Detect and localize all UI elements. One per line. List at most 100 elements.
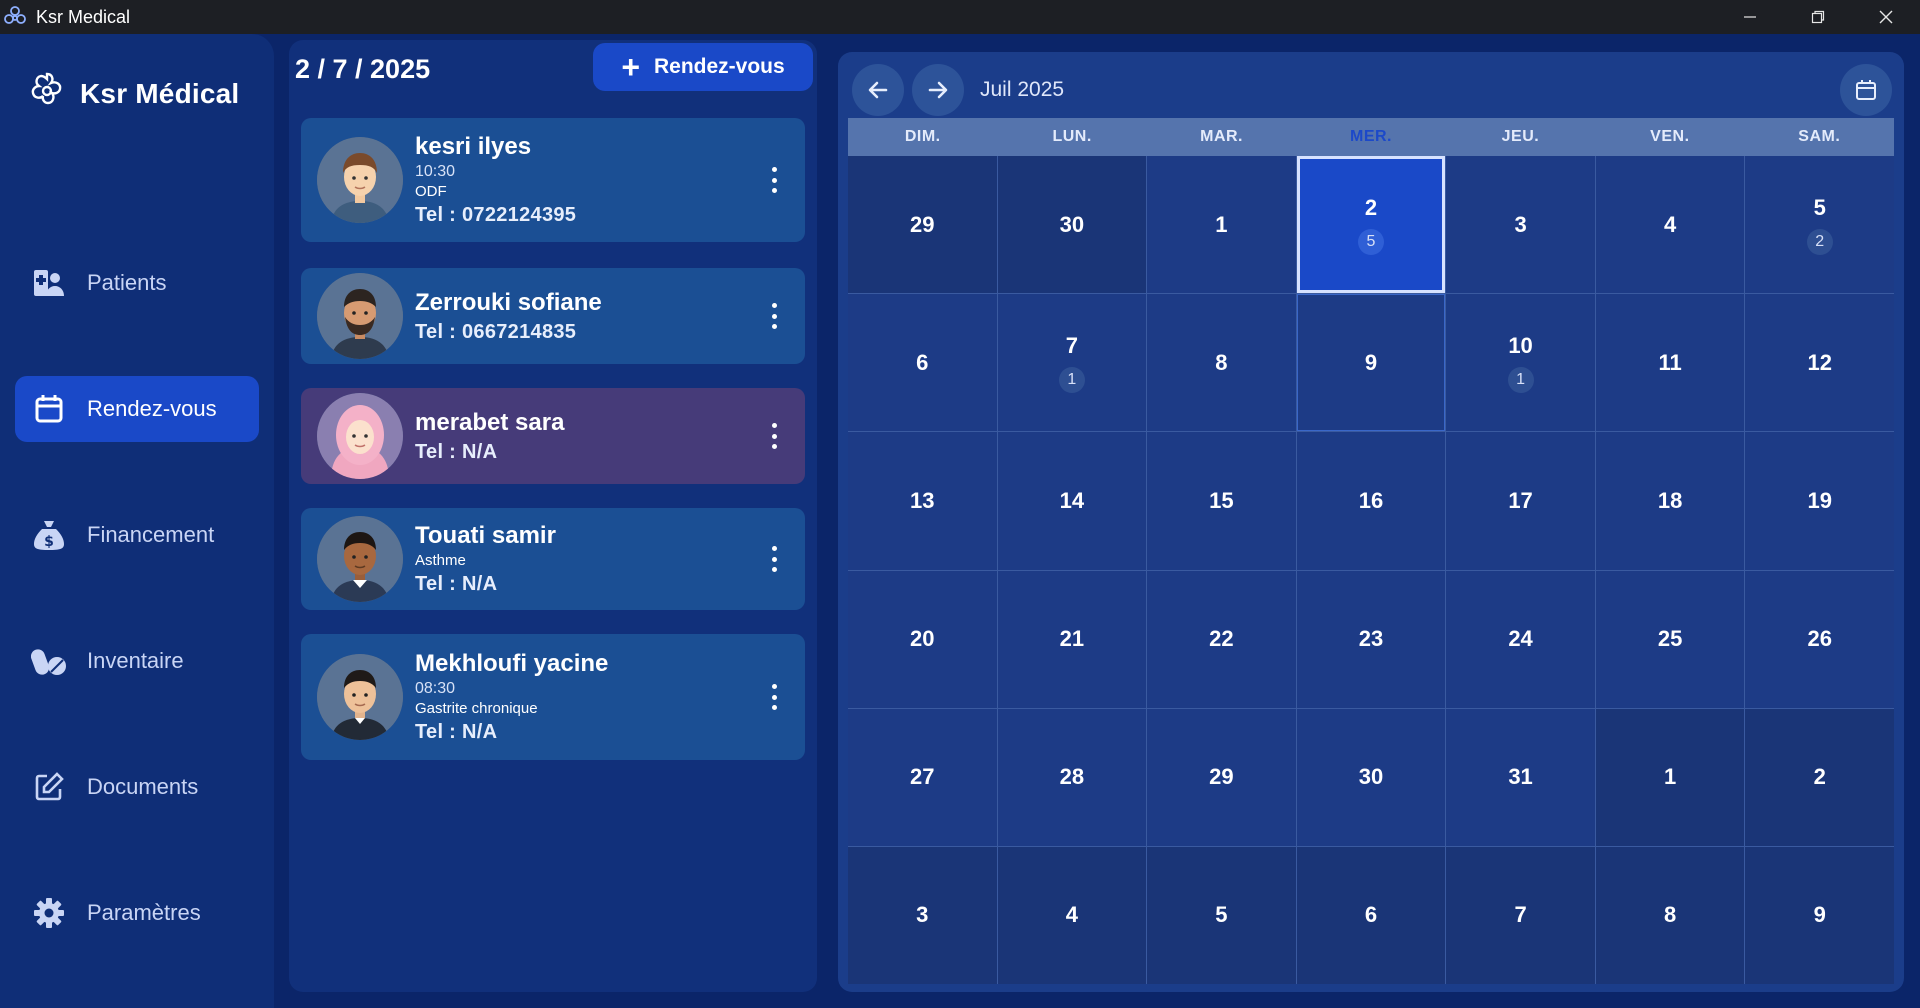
calendar-day-cell[interactable]: 18: [1595, 432, 1745, 570]
more-options-icon[interactable]: [769, 684, 779, 710]
day-number: 19: [1807, 487, 1832, 513]
appointment-info: merabet sara Tel : N/A: [415, 409, 564, 464]
calendar-day-cell[interactable]: 30: [1296, 708, 1446, 846]
day-number: 17: [1508, 487, 1533, 513]
calendar-day-cell[interactable]: 23: [1296, 570, 1446, 708]
calendar-picker-button[interactable]: [1840, 64, 1892, 116]
svg-text:$: $: [44, 534, 54, 550]
calendar-day-cell[interactable]: 15: [1147, 432, 1296, 570]
pills-icon: [31, 643, 67, 679]
money-bag-icon: $: [31, 517, 67, 553]
day-number: 9: [1364, 349, 1378, 375]
calendar-day-cell[interactable]: 21: [997, 570, 1147, 708]
sidebar-item-rendez-vous[interactable]: Rendez-vous: [15, 376, 259, 442]
sidebar-item-patients[interactable]: Patients: [15, 250, 259, 316]
sidebar: Ksr Médical Patients Rendez-vous $ Finan…: [0, 34, 274, 1008]
next-month-button[interactable]: [912, 64, 964, 116]
appointment-note: Gastrite chronique: [415, 700, 538, 717]
day-number: 26: [1807, 626, 1832, 652]
day-number: 7: [1065, 332, 1078, 358]
calendar-day-cell[interactable]: 25: [1595, 570, 1745, 708]
appointment-card[interactable]: Zerrouki sofiane Tel : 0667214835: [301, 268, 805, 364]
more-options-icon[interactable]: [769, 546, 779, 572]
day-number: 10: [1508, 332, 1533, 358]
sidebar-item-label: Inventaire: [87, 648, 184, 673]
calendar-day-cell[interactable]: 9: [1296, 294, 1446, 432]
calendar-day-cell[interactable]: 3: [848, 846, 997, 984]
calendar-day-cell[interactable]: 13: [848, 432, 997, 570]
calendar-day-cell[interactable]: 24: [1446, 570, 1595, 708]
calendar-day-cell[interactable]: 27: [848, 708, 997, 846]
day-number: 31: [1508, 764, 1533, 790]
calendar-day-cell[interactable]: 5: [1147, 846, 1296, 984]
more-options-icon[interactable]: [769, 303, 779, 329]
add-appointment-button[interactable]: + Rendez-vous: [593, 43, 813, 91]
weekday-label: LUN.: [1052, 128, 1092, 145]
patient-phone: Tel : N/A: [415, 573, 498, 595]
appointment-time: 08:30: [415, 680, 456, 697]
gear-icon: [31, 895, 67, 931]
sidebar-item-parametres[interactable]: Paramètres: [15, 880, 259, 946]
appointment-count-badge: 1: [1507, 366, 1534, 393]
calendar-day-cell[interactable]: 22: [1147, 570, 1296, 708]
calendar-day-cell[interactable]: 10 1: [1446, 294, 1595, 432]
calendar-day-cell[interactable]: 9: [1745, 846, 1894, 984]
day-number: 7: [1514, 902, 1527, 928]
calendar-day-cell[interactable]: 1: [1595, 708, 1745, 846]
appointment-card[interactable]: Mekhloufi yacine 08:30 Gastrite chroniqu…: [301, 634, 805, 760]
sidebar-item-inventaire[interactable]: Inventaire: [15, 628, 259, 694]
previous-month-button[interactable]: [852, 64, 904, 116]
appointment-card[interactable]: kesri ilyes 10:30 ODF Tel : 0722124395: [301, 118, 805, 242]
calendar-day-cell[interactable]: 17: [1446, 432, 1595, 570]
brand-name: Ksr Médical: [80, 77, 240, 109]
calendar-day-cell[interactable]: 4: [1595, 156, 1745, 294]
more-options-icon[interactable]: [769, 167, 779, 193]
day-number: 11: [1658, 349, 1682, 375]
calendar-day-cell[interactable]: 3: [1446, 156, 1595, 294]
calendar-day-cell[interactable]: 29: [1147, 708, 1296, 846]
calendar-day-cell[interactable]: 12: [1745, 294, 1894, 432]
day-number: 30: [1059, 211, 1085, 237]
calendar-day-cell[interactable]: 1: [1147, 156, 1296, 294]
calendar-day-cell[interactable]: 19: [1745, 432, 1894, 570]
calendar-day-cell[interactable]: 16: [1296, 432, 1446, 570]
brand[interactable]: Ksr Médical: [26, 70, 239, 117]
add-appointment-label: Rendez-vous: [654, 55, 785, 78]
restore-icon[interactable]: [1784, 0, 1852, 34]
appointment-card[interactable]: Touati samir Asthme Tel : N/A: [301, 508, 805, 610]
weekday-label: DIM.: [904, 128, 941, 145]
calendar-day-cell[interactable]: 30: [997, 156, 1147, 294]
calendar-day-cell[interactable]: 14: [997, 432, 1147, 570]
more-options-icon[interactable]: [769, 423, 779, 449]
weekday-label: MAR.: [1200, 128, 1243, 145]
calendar-day-cell[interactable]: 4: [997, 846, 1147, 984]
day-number: 16: [1358, 487, 1384, 513]
minimize-icon[interactable]: [1716, 0, 1784, 34]
weekday-label: JEU.: [1501, 128, 1540, 145]
calendar-day-cell[interactable]: 31: [1446, 708, 1595, 846]
sidebar-item-documents[interactable]: Documents: [15, 754, 259, 820]
calendar-day-cell[interactable]: 11: [1595, 294, 1745, 432]
calendar-day-cell[interactable]: 6: [1296, 846, 1446, 984]
day-number: 4: [1065, 902, 1078, 928]
patient-name: merabet sara: [415, 408, 565, 436]
calendar-day-cell[interactable]: 6: [848, 294, 997, 432]
calendar-day-cell[interactable]: 8: [1595, 846, 1745, 984]
calendar-day-cell[interactable]: 8: [1147, 294, 1296, 432]
calendar-day-cell[interactable]: 26: [1745, 570, 1894, 708]
calendar-day-cell[interactable]: 2: [1745, 708, 1894, 846]
calendar-day-cell[interactable]: 7: [1446, 846, 1595, 984]
close-icon[interactable]: [1852, 0, 1920, 34]
calendar-day-cell[interactable]: 29: [848, 156, 997, 294]
day-number: 8: [1215, 349, 1228, 375]
appointment-card[interactable]: merabet sara Tel : N/A: [301, 388, 805, 484]
calendar-day-cell[interactable]: 28: [997, 708, 1147, 846]
calendar-day-cell[interactable]: 20: [848, 570, 997, 708]
calendar-panel: Juil 2025 DIM. LUN. MAR. MER. JEU. VEN. SAM. 2…: [838, 52, 1904, 992]
appointment-count-badge: 5: [1357, 228, 1384, 255]
sidebar-item-financement[interactable]: $ Financement: [15, 502, 259, 568]
sidebar-item-label: Rendez-vous: [87, 396, 217, 421]
